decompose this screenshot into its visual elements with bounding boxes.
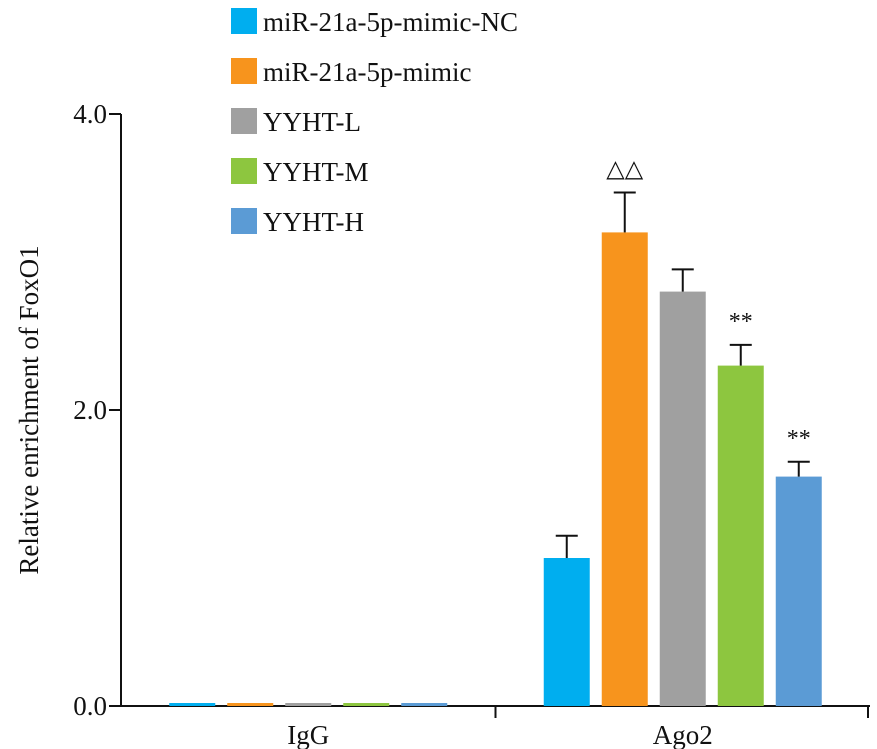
y-axis-title: Relative enrichment of FoxO1	[14, 245, 44, 574]
bar-ago2-3	[717, 365, 764, 706]
legend-swatch	[231, 8, 257, 34]
legend: miR-21a-5p-mimic-NC miR-21a-5p-mimic YYHT-…	[231, 7, 518, 237]
y-tick-label: 4.0	[73, 99, 107, 129]
x-category-label: Ago2	[653, 720, 713, 749]
legend-swatch	[231, 208, 257, 234]
significance-marker: **	[729, 309, 753, 335]
y-tick-label: 2.0	[73, 395, 107, 425]
bar-igg-0	[169, 703, 216, 706]
error-bars	[555, 191, 810, 558]
legend-label: YYHT-L	[263, 107, 361, 137]
bar-ago2-0	[543, 558, 590, 706]
significance-marker: △△	[606, 156, 643, 182]
y-ticks: 0.0 2.0 4.0	[73, 99, 121, 721]
bar-ago2-1	[601, 232, 648, 706]
legend-swatch	[231, 58, 257, 84]
legend-swatch	[231, 108, 257, 134]
x-category-label: IgG	[287, 720, 329, 749]
bar-igg-4	[401, 703, 448, 706]
legend-label: YYHT-M	[263, 157, 369, 187]
x-categories: IgG Ago2	[287, 706, 869, 749]
bar-ago2-2	[659, 291, 706, 706]
bar-ago2-4	[775, 476, 822, 706]
legend-label: YYHT-H	[263, 207, 364, 237]
significance-marker: **	[787, 426, 811, 452]
y-tick-label: 0.0	[73, 691, 107, 721]
annotations: △△ ** **	[606, 156, 810, 451]
legend-label: miR-21a-5p-mimic-NC	[263, 7, 518, 37]
legend-label: miR-21a-5p-mimic	[263, 57, 471, 87]
legend-swatch	[231, 158, 257, 184]
bar-igg-3	[343, 703, 390, 706]
bars	[169, 232, 822, 706]
bar-igg-2	[285, 703, 332, 706]
bar-igg-1	[227, 703, 274, 706]
